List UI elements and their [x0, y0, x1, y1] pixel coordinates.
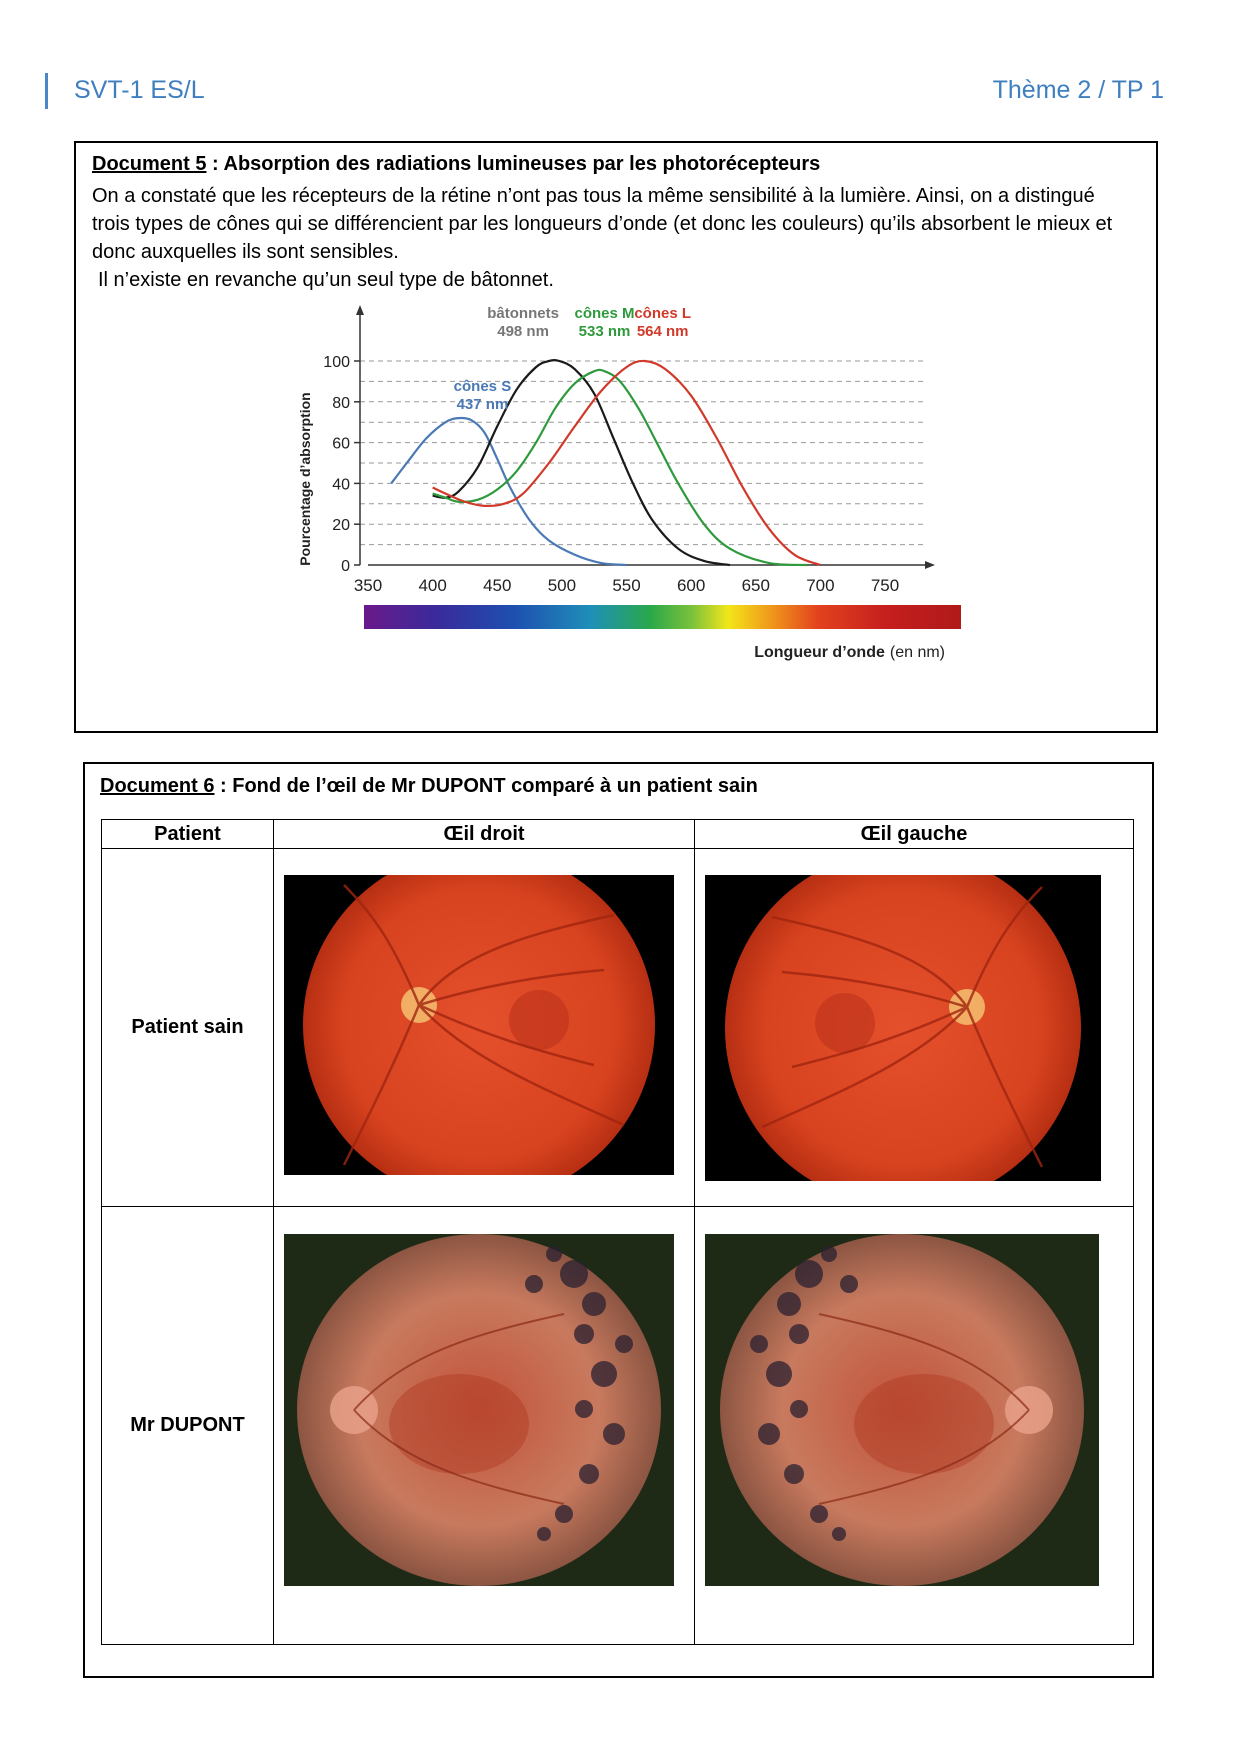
x-tick-label: 700 — [806, 576, 834, 595]
document-5-label: Document 5 — [92, 153, 207, 175]
document-6-title-text: : Fond de l’œil de Mr DUPONT comparé à u… — [214, 775, 758, 797]
table-row-healthy: Patient sain — [101, 848, 1134, 1207]
y-tick-label: 20 — [332, 517, 350, 534]
dupont-left-eye-fundus-image — [705, 1234, 1099, 1586]
document-6-label: Document 6 — [100, 775, 215, 797]
series-line-bâtonnets — [432, 359, 731, 567]
header-course-label: SVT-1 ES/L — [74, 76, 205, 104]
series-line-cônes-L — [432, 359, 821, 567]
row-label-dupont: Mr DUPONT — [101, 1206, 274, 1645]
y-tick-label: 0 — [341, 558, 350, 575]
y-axis-arrow — [356, 305, 364, 315]
header-patient: Patient — [101, 819, 274, 849]
y-tick-label: 60 — [332, 436, 350, 453]
visible-spectrum-bar — [364, 605, 961, 629]
x-tick-label: 350 — [354, 576, 382, 595]
x-tick-label: 400 — [418, 576, 446, 595]
series-peak-label: 437 nm — [457, 396, 509, 413]
healthy-right-eye-fundus-image — [284, 875, 674, 1175]
series-peak-label: 564 nm — [637, 323, 689, 340]
series-line-cônes-M — [432, 368, 808, 567]
cell-dupont-right-eye — [273, 1206, 695, 1645]
document-5-title: Document 5 : Absorption des radiations l… — [92, 153, 820, 176]
row-label-healthy: Patient sain — [101, 848, 274, 1207]
x-tick-label: 500 — [548, 576, 576, 595]
x-axis-arrow — [925, 561, 935, 569]
dupont-right-eye-fundus-image — [284, 1234, 674, 1586]
cell-healthy-left-eye — [694, 848, 1134, 1207]
series-peak-label: 533 nm — [579, 323, 631, 340]
table-header-row: Patient Œil droit Œil gauche — [101, 819, 1134, 849]
series-name-label: cônes L — [634, 305, 691, 322]
series-name-label: cônes M — [575, 305, 635, 322]
table-row-dupont: Mr DUPONT — [101, 1206, 1134, 1645]
chart-gridlines — [360, 360, 925, 546]
y-tick-label: 80 — [332, 395, 350, 412]
header-theme-label: Thème 2 / TP 1 — [992, 76, 1164, 104]
x-tick-label: 450 — [483, 576, 511, 595]
document-5-box: Document 5 : Absorption des radiations l… — [74, 141, 1158, 733]
x-tick-label: 600 — [677, 576, 705, 595]
cell-dupont-left-eye — [694, 1206, 1134, 1645]
series-name-label: bâtonnets — [487, 305, 559, 322]
document-5-paragraph-2: Il n’existe en revanche qu’un seul type … — [98, 269, 554, 291]
x-tick-label: 750 — [871, 576, 899, 595]
x-axis-label-main: Longueur d’onde — [754, 644, 885, 661]
document-5-text: On a constaté que les récepteurs de la r… — [92, 182, 1132, 294]
y-tick-label: 100 — [323, 354, 350, 371]
fundus-comparison-table: Patient Œil droit Œil gauche Patient sai… — [101, 819, 1134, 1645]
header-left-eye: Œil gauche — [694, 819, 1134, 849]
header-right-eye: Œil droit — [273, 819, 695, 849]
x-tick-label: 650 — [742, 576, 770, 595]
header-accent-bar — [45, 73, 48, 109]
y-tick-label: 40 — [332, 476, 350, 493]
document-6-title: Document 6 : Fond de l’œil de Mr DUPONT … — [100, 775, 758, 798]
healthy-left-eye-fundus-image — [705, 875, 1101, 1181]
series-line-cônes-S — [390, 416, 627, 567]
series-name-label: cônes S — [454, 378, 512, 395]
document-5-title-text: : Absorption des radiations lumineuses p… — [206, 153, 821, 175]
x-axis-label: Longueur d’onde (en nm) — [754, 644, 945, 661]
cell-healthy-right-eye — [273, 848, 695, 1207]
series-peak-label: 498 nm — [497, 323, 549, 340]
y-axis-label: Pourcentage d’absorption — [297, 392, 313, 565]
x-axis-label-unit: (en nm) — [890, 644, 945, 661]
x-tick-label: 550 — [612, 576, 640, 595]
document-5-paragraph-1: On a constaté que les récepteurs de la r… — [92, 185, 1113, 263]
document-6-box: Document 6 : Fond de l’œil de Mr DUPONT … — [83, 762, 1154, 1678]
